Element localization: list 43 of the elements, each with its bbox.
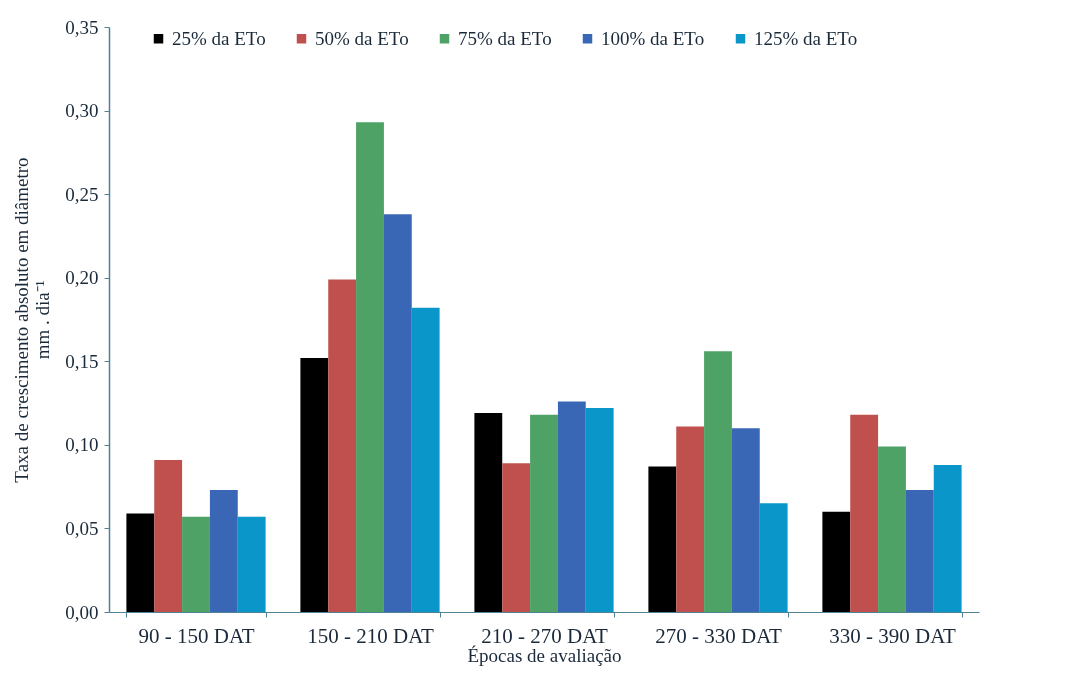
- bar: [411, 307, 440, 612]
- y-tick-label: 0,15: [65, 350, 99, 372]
- y-tick-label: 0,25: [65, 183, 99, 205]
- bar: [759, 503, 788, 612]
- x-tick-label: 330 - 390 DAT: [829, 623, 956, 648]
- y-tick-label: 0,20: [65, 267, 99, 289]
- legend-label: 75% da ETo: [458, 27, 552, 49]
- bar: [704, 351, 732, 612]
- legend-label: 25% da ETo: [172, 27, 266, 49]
- bar: [557, 401, 586, 612]
- y-axis-title: Taxa de crescimento absoluto em diâmetro mm . dia⁻¹: [11, 157, 54, 483]
- bar: [905, 489, 934, 612]
- bar: [648, 466, 677, 612]
- bar: [154, 459, 183, 612]
- bar: [328, 279, 357, 612]
- bar: [530, 414, 558, 612]
- bar: [300, 357, 329, 612]
- bar: [474, 413, 503, 612]
- bar: [933, 464, 962, 612]
- x-tick-label: 270 - 330 DAT: [655, 623, 782, 648]
- bar: [731, 428, 760, 612]
- legend-label: 50% da ETo: [315, 27, 409, 49]
- y-tick-label: 0,05: [65, 517, 99, 539]
- bar: [209, 489, 238, 612]
- y-tick-label: 0,30: [65, 100, 99, 122]
- x-tick-label: 150 - 210 DAT: [307, 623, 434, 648]
- x-tick-label: 90 - 150 DAT: [138, 623, 255, 648]
- bar: [850, 414, 879, 612]
- bar: [182, 516, 210, 612]
- bar: [356, 122, 384, 612]
- bar: [237, 516, 266, 612]
- y-tick-label: 0,10: [65, 434, 99, 456]
- bar: [383, 214, 412, 612]
- legend-label: 100% da ETo: [601, 27, 705, 49]
- legend-label: 125% da ETo: [754, 27, 858, 49]
- bar: [878, 446, 906, 612]
- y-tick-label: 0,00: [65, 601, 99, 623]
- bar: [126, 513, 155, 612]
- bar: [585, 408, 614, 612]
- bar: [822, 511, 851, 612]
- bar: [676, 426, 705, 612]
- y-tick-label: 0,35: [65, 16, 99, 38]
- bar: [502, 463, 531, 612]
